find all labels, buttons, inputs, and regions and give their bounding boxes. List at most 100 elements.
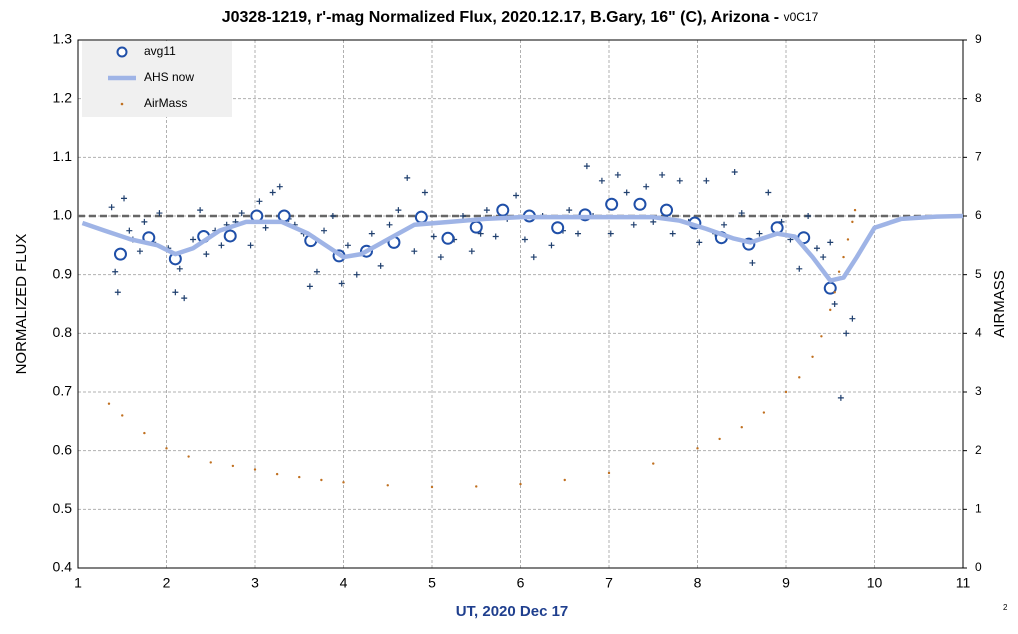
y2-tick-label: 6 xyxy=(975,208,982,222)
data-dot xyxy=(386,484,389,487)
data-cross xyxy=(607,230,614,237)
data-cross xyxy=(805,213,812,219)
data-cross xyxy=(583,163,590,170)
data-cross xyxy=(344,242,351,249)
data-cross xyxy=(837,394,844,401)
data-dot xyxy=(811,355,814,358)
y-tick-label: 0.9 xyxy=(53,265,73,281)
data-cross xyxy=(181,295,188,302)
data-cross xyxy=(321,227,328,234)
legend-symbol xyxy=(120,102,124,106)
data-cross xyxy=(827,239,834,246)
data-cross xyxy=(156,210,163,217)
data-dot xyxy=(696,447,699,450)
data-dot xyxy=(853,208,857,212)
data-cross xyxy=(437,254,444,261)
data-cross xyxy=(172,289,179,296)
data-cross xyxy=(306,283,313,290)
data-cross xyxy=(421,189,428,196)
data-cross xyxy=(831,301,838,307)
x-tick-label: 5 xyxy=(428,575,436,591)
data-dot xyxy=(846,238,850,241)
y-tick-label: 0.6 xyxy=(53,441,73,457)
legend-box xyxy=(82,41,232,117)
data-cross xyxy=(430,233,437,240)
data-cross xyxy=(756,230,763,237)
data-cross xyxy=(112,268,119,275)
x-tick-label: 6 xyxy=(517,575,525,591)
x-tick-label: 4 xyxy=(340,575,348,591)
data-dot xyxy=(320,478,323,482)
data-cross xyxy=(247,242,254,249)
y2-axis-label: AIRMASS xyxy=(991,270,1008,338)
data-dot xyxy=(740,426,743,429)
footnote: 2 xyxy=(1003,603,1008,612)
data-cross xyxy=(114,289,121,296)
y-tick-label: 1.0 xyxy=(53,207,73,223)
title-suffix: v0C17 xyxy=(784,10,819,24)
chart-title: J0328-1219, r'-mag Normalized Flux, 2020… xyxy=(222,9,819,26)
title-text: J0328-1219, r'-mag Normalized Flux, 2020… xyxy=(222,9,784,26)
data-cross xyxy=(218,242,225,249)
data-cross xyxy=(703,177,710,184)
data-cross xyxy=(731,169,738,175)
data-dot xyxy=(833,291,836,294)
data-cross xyxy=(659,171,666,178)
data-circle xyxy=(113,247,127,261)
data-cross xyxy=(197,207,204,214)
data-cross xyxy=(136,248,143,255)
y2-tick-label: 0 xyxy=(975,560,982,574)
data-dot xyxy=(165,447,168,450)
data-cross xyxy=(459,213,466,219)
data-cross xyxy=(141,218,148,225)
data-cross xyxy=(276,183,283,190)
data-cross xyxy=(575,230,582,237)
data-cross xyxy=(492,233,499,240)
y2-tick-label: 7 xyxy=(975,150,982,164)
data-cross xyxy=(849,315,856,322)
data-cross xyxy=(329,213,336,219)
data-dot xyxy=(275,472,279,476)
x-tick-label: 11 xyxy=(956,575,971,591)
data-dot xyxy=(253,468,257,471)
data-circle xyxy=(496,203,510,217)
data-cross xyxy=(269,189,276,196)
data-circle xyxy=(633,197,647,211)
data-cross xyxy=(738,210,745,217)
data-circle xyxy=(441,231,455,245)
data-dot xyxy=(829,308,832,312)
data-dot xyxy=(762,411,766,414)
data-dot xyxy=(851,220,854,224)
data-circle xyxy=(551,221,565,235)
y2-tick-label: 9 xyxy=(975,32,982,46)
data-dot xyxy=(842,255,845,259)
data-cross xyxy=(598,177,605,184)
y-tick-label: 0.7 xyxy=(53,383,73,399)
legend-label: AirMass xyxy=(144,96,187,110)
data-cross xyxy=(108,204,115,211)
legend-label: AHS now xyxy=(144,70,194,84)
data-circle xyxy=(223,229,237,243)
data-cross xyxy=(468,248,475,255)
data-cross xyxy=(521,236,528,243)
data-cross xyxy=(411,248,418,255)
y-axis-label: NORMALIZED FLUX xyxy=(13,234,30,375)
data-cross xyxy=(377,262,384,269)
data-cross xyxy=(623,189,630,196)
data-cross xyxy=(121,195,128,202)
x-axis-label: UT, 2020 Dec 17 xyxy=(456,603,569,620)
data-cross xyxy=(614,171,621,178)
data-dot xyxy=(798,376,801,379)
data-dot xyxy=(430,485,434,489)
x-tick-label: 2 xyxy=(163,575,171,591)
data-cross xyxy=(256,198,263,205)
data-cross xyxy=(368,230,375,237)
data-cross xyxy=(338,280,345,287)
data-dot xyxy=(231,464,235,468)
data-cross xyxy=(630,221,637,228)
data-cross xyxy=(843,330,850,337)
y-tick-label: 1.2 xyxy=(53,89,73,105)
data-cross xyxy=(796,265,803,272)
data-cross xyxy=(262,224,269,231)
data-cross xyxy=(820,254,827,261)
